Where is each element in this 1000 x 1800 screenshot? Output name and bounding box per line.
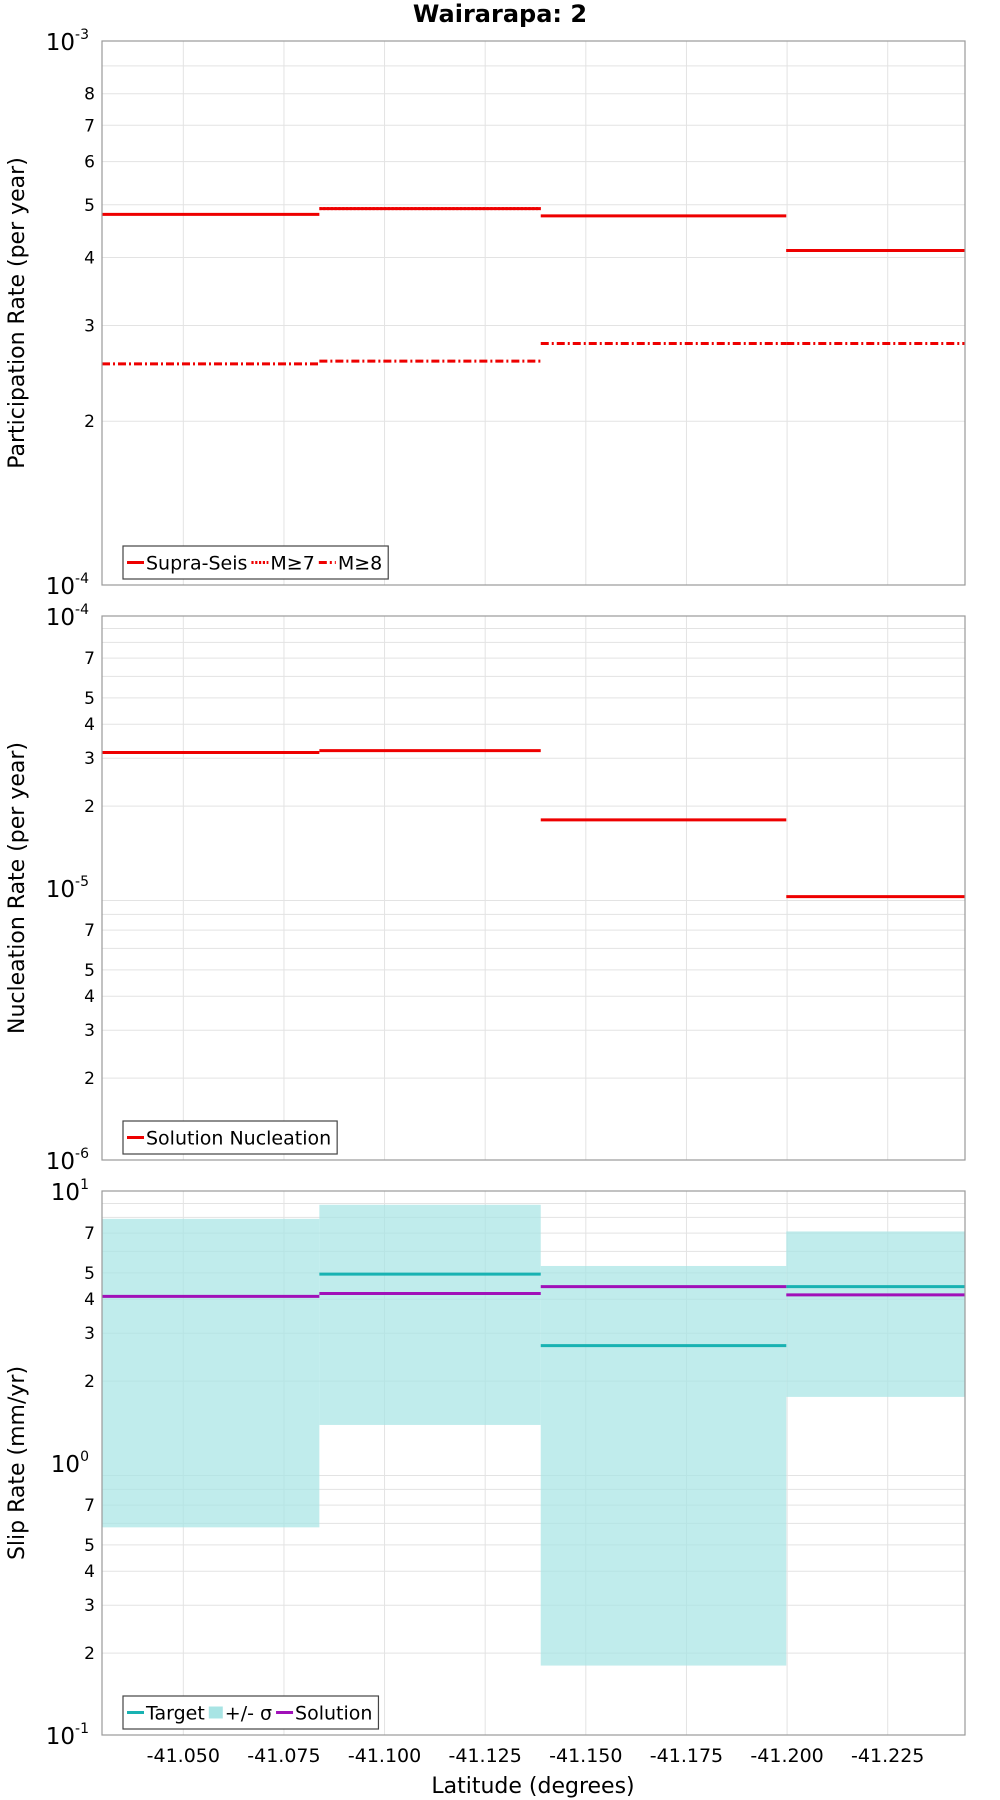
tick-exponent: -6 <box>75 1146 89 1162</box>
x-tick-label: -41.050 <box>147 1745 220 1767</box>
tick-exponent: -5 <box>75 874 89 890</box>
y-minor-tick-label: 4 <box>84 1290 95 1310</box>
sigma-band <box>102 1218 320 1528</box>
y-minor-tick-label: 3 <box>84 1324 95 1344</box>
y-minor-tick-label: 3 <box>84 1021 95 1041</box>
x-tick-label: -41.225 <box>851 1745 924 1767</box>
x-tick-label: -41.075 <box>247 1745 320 1767</box>
y-major-tick-label: 10-6 <box>46 1146 89 1175</box>
tick-exponent: -1 <box>75 1721 89 1737</box>
y-major-tick-label: 10-3 <box>46 27 89 56</box>
legend-label: Supra-Seis <box>146 553 247 575</box>
y-minor-tick-label: 2 <box>84 1644 95 1664</box>
y-minor-tick-label: 5 <box>84 1264 95 1284</box>
tick-exponent: -3 <box>75 27 89 43</box>
y-minor-tick-label: 3 <box>84 749 95 769</box>
y-axis-label: Participation Rate (per year) <box>5 157 30 469</box>
tick-exponent: -4 <box>75 602 89 618</box>
sigma-band <box>319 1204 541 1425</box>
y-minor-tick-label: 6 <box>84 153 95 173</box>
y-minor-tick-label: 3 <box>84 1596 95 1616</box>
legend: Target +/- σ Solution <box>122 1695 380 1730</box>
tick-exponent: 0 <box>80 1449 89 1465</box>
y-minor-tick-label: 5 <box>84 1536 95 1556</box>
tick-exponent: -4 <box>75 571 89 587</box>
y-minor-tick-label: 7 <box>84 1224 95 1244</box>
tick-base: 10 <box>46 574 75 600</box>
y-minor-tick-label: 2 <box>84 412 95 432</box>
sigma-band <box>786 1231 965 1397</box>
y-minor-tick-label: 5 <box>84 196 95 216</box>
legend-label: Target <box>145 1703 205 1725</box>
y-minor-tick-label: 7 <box>84 649 95 669</box>
y-minor-tick-label: 4 <box>84 248 95 268</box>
tick-base: 10 <box>46 1724 75 1750</box>
y-minor-tick-label: 7 <box>84 116 95 136</box>
legend-box <box>122 1120 338 1155</box>
y-minor-tick-label: 2 <box>84 797 95 817</box>
y-major-tick-label: 10-4 <box>46 602 89 631</box>
tick-base: 10 <box>51 1180 80 1206</box>
y-minor-tick-label: 7 <box>84 921 95 941</box>
legend-label: M≥8 <box>338 553 382 575</box>
y-major-tick-label: 10-4 <box>46 571 89 600</box>
y-minor-tick-label: 2 <box>84 1069 95 1089</box>
y-major-tick-label: 101 <box>51 1177 89 1206</box>
legend: Solution Nucleation <box>122 1120 338 1155</box>
x-tick-label: -41.175 <box>650 1745 723 1767</box>
y-minor-tick-label: 4 <box>84 1562 95 1582</box>
sigma-band <box>540 1265 787 1666</box>
legend-label: Solution Nucleation <box>146 1128 331 1150</box>
y-minor-tick-label: 7 <box>84 1496 95 1516</box>
y-axis-label: Slip Rate (mm/yr) <box>5 1366 30 1560</box>
legend-swatch-band <box>208 1706 223 1719</box>
y-minor-tick-label: 4 <box>84 987 95 1007</box>
plot-frame <box>101 1190 966 1736</box>
y-minor-tick-label: 5 <box>84 689 95 709</box>
legend-label: M≥7 <box>270 553 314 575</box>
y-major-tick-label: 100 <box>51 1449 89 1478</box>
y-axis-label: Nucleation Rate (per year) <box>5 742 30 1034</box>
x-tick-label: -41.150 <box>549 1745 622 1767</box>
y-major-tick-label: 10-5 <box>46 874 89 903</box>
legend-label: +/- σ <box>225 1703 272 1725</box>
plot-frame <box>101 615 966 1161</box>
tick-exponent: 1 <box>80 1177 89 1193</box>
x-tick-label: -41.100 <box>348 1745 421 1767</box>
plot-frame <box>101 40 966 586</box>
legend: Supra-Seis M≥7 M≥8 <box>122 545 389 580</box>
y-major-tick-label: 10-1 <box>46 1721 89 1750</box>
legend-box <box>122 1695 380 1730</box>
y-minor-tick-label: 2 <box>84 1372 95 1392</box>
chart-title: Wairarapa: 2 <box>413 0 587 28</box>
tick-base: 10 <box>46 30 75 56</box>
legend-label: Solution <box>295 1703 372 1725</box>
y-minor-tick-label: 3 <box>84 316 95 336</box>
y-minor-tick-label: 8 <box>84 85 95 105</box>
y-minor-tick-label: 4 <box>84 715 95 735</box>
x-tick-label: -41.200 <box>750 1745 823 1767</box>
tick-base: 10 <box>46 605 75 631</box>
tick-base: 10 <box>46 877 75 903</box>
tick-base: 10 <box>46 1149 75 1175</box>
tick-base: 10 <box>51 1452 80 1478</box>
y-minor-tick-label: 5 <box>84 961 95 981</box>
x-tick-label: -41.125 <box>449 1745 522 1767</box>
x-axis-label: Latitude (degrees) <box>431 1774 634 1799</box>
